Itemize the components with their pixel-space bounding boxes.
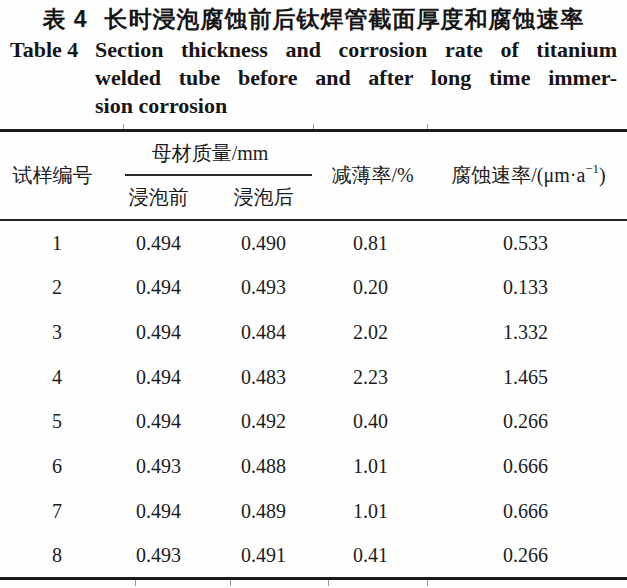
header-before-immersion: 浸泡前: [105, 176, 212, 219]
cell-thickness-after: 0.493: [212, 276, 315, 299]
table-header: 试样编号 母材质量/mm 浸泡前 浸泡后 减薄率/% 腐蚀速率/(μm·a−1): [0, 132, 627, 221]
cell-thickness-before: 0.494: [105, 276, 212, 299]
table-caption-en: Table 4 Section thickness and corrosion …: [10, 36, 617, 120]
scan-artifact-tick: [328, 580, 329, 586]
table-caption-en-line: Section thickness and corrosion rate of …: [95, 36, 617, 64]
cell-sample-id: 6: [0, 455, 105, 478]
table-row: 1 0.494 0.490 0.81 0.533: [0, 221, 627, 266]
header-group-base-metal: 母材质量/mm 浸泡前 浸泡后: [105, 132, 315, 219]
cell-thickness-before: 0.493: [105, 544, 212, 567]
table-row: 6 0.493 0.488 1.01 0.666: [0, 444, 627, 489]
table-row: 2 0.494 0.493 0.20 0.133: [0, 266, 627, 311]
cell-corrosion-rate: 0.533: [430, 232, 627, 255]
cell-corrosion-rate: 0.666: [430, 455, 627, 478]
cell-sample-id: 8: [0, 544, 105, 567]
cell-thickness-before: 0.494: [105, 321, 212, 344]
cell-thinning-rate: 0.41: [315, 544, 430, 567]
cell-thinning-rate: 1.01: [315, 500, 430, 523]
header-thinning-rate: 减薄率/%: [315, 132, 430, 219]
cell-sample-id: 1: [0, 232, 105, 255]
cell-thickness-after: 0.484: [212, 321, 315, 344]
cell-thickness-after: 0.492: [212, 410, 315, 433]
cell-thinning-rate: 2.23: [315, 366, 430, 389]
cell-corrosion-rate: 0.133: [430, 276, 627, 299]
data-table: 试样编号 母材质量/mm 浸泡前 浸泡后 减薄率/% 腐蚀速率/(μm·a−1)…: [0, 129, 627, 580]
scan-artifact-tick: [427, 124, 428, 129]
table-row: 7 0.494 0.489 1.01 0.666: [0, 489, 627, 534]
scan-artifact-tick: [123, 124, 124, 129]
cell-thickness-after: 0.490: [212, 232, 315, 255]
cell-thickness-before: 0.493: [105, 455, 212, 478]
cell-thickness-before: 0.494: [105, 410, 212, 433]
cell-thickness-after: 0.483: [212, 366, 315, 389]
table-caption-en-line: welded tube before and after long time i…: [95, 64, 617, 92]
cell-thinning-rate: 0.20: [315, 276, 430, 299]
cell-thickness-after: 0.488: [212, 455, 315, 478]
table-caption-en-line: sion corrosion: [95, 92, 617, 120]
table-body: 1 0.494 0.490 0.81 0.533 2 0.494 0.493 0…: [0, 221, 627, 578]
cell-thickness-before: 0.494: [105, 500, 212, 523]
cell-sample-id: 4: [0, 366, 105, 389]
header-sample-number: 试样编号: [0, 132, 105, 219]
cell-thinning-rate: 0.81: [315, 232, 430, 255]
header-corrosion-rate-suffix: ): [599, 164, 606, 187]
cell-thickness-before: 0.494: [105, 366, 212, 389]
table-caption-zh-label: 表 4: [42, 5, 87, 33]
cell-corrosion-rate: 1.332: [430, 321, 627, 344]
table-row: 8 0.493 0.491 0.41 0.266: [0, 533, 627, 578]
cell-thickness-after: 0.489: [212, 500, 315, 523]
cell-corrosion-rate: 0.266: [430, 544, 627, 567]
header-subrow: 浸泡前 浸泡后: [105, 176, 315, 219]
cell-corrosion-rate: 1.465: [430, 366, 627, 389]
cell-corrosion-rate: 0.266: [430, 410, 627, 433]
table-caption-en-text: Section thickness and corrosion rate of …: [95, 36, 617, 120]
cell-thinning-rate: 1.01: [315, 455, 430, 478]
header-after-immersion: 浸泡后: [212, 176, 315, 219]
scanned-paper-table-page: 表 4 长时浸泡腐蚀前后钛焊管截面厚度和腐蚀速率 Table 4 Section…: [0, 0, 627, 588]
table-caption-en-label: Table 4: [10, 36, 95, 120]
table-row: 4 0.494 0.483 2.23 1.465: [0, 355, 627, 400]
cell-thickness-before: 0.494: [105, 232, 212, 255]
table-row: 5 0.494 0.492 0.40 0.266: [0, 400, 627, 445]
table-row: 3 0.494 0.484 2.02 1.332: [0, 310, 627, 355]
header-corrosion-rate-prefix: 腐蚀速率/(μm·a: [451, 162, 585, 189]
scan-artifact-tick: [313, 124, 314, 129]
header-base-metal-thickness: 母材质量/mm: [105, 132, 315, 174]
cell-thinning-rate: 0.40: [315, 410, 430, 433]
cell-thinning-rate: 2.02: [315, 321, 430, 344]
header-corrosion-rate-exponent: −1: [585, 161, 599, 177]
cell-sample-id: 3: [0, 321, 105, 344]
cell-sample-id: 7: [0, 500, 105, 523]
scan-artifact-tick: [427, 580, 428, 586]
cell-thickness-after: 0.491: [212, 544, 315, 567]
cell-sample-id: 5: [0, 410, 105, 433]
table-caption-zh: 表 4 长时浸泡腐蚀前后钛焊管截面厚度和腐蚀速率: [0, 5, 627, 33]
cell-sample-id: 2: [0, 276, 105, 299]
scan-artifact-tick: [230, 580, 231, 586]
header-corrosion-rate: 腐蚀速率/(μm·a−1): [430, 132, 627, 219]
cell-corrosion-rate: 0.666: [430, 500, 627, 523]
scan-artifact-tick: [135, 580, 136, 586]
table-caption-zh-text: 长时浸泡腐蚀前后钛焊管截面厚度和腐蚀速率: [105, 5, 585, 33]
